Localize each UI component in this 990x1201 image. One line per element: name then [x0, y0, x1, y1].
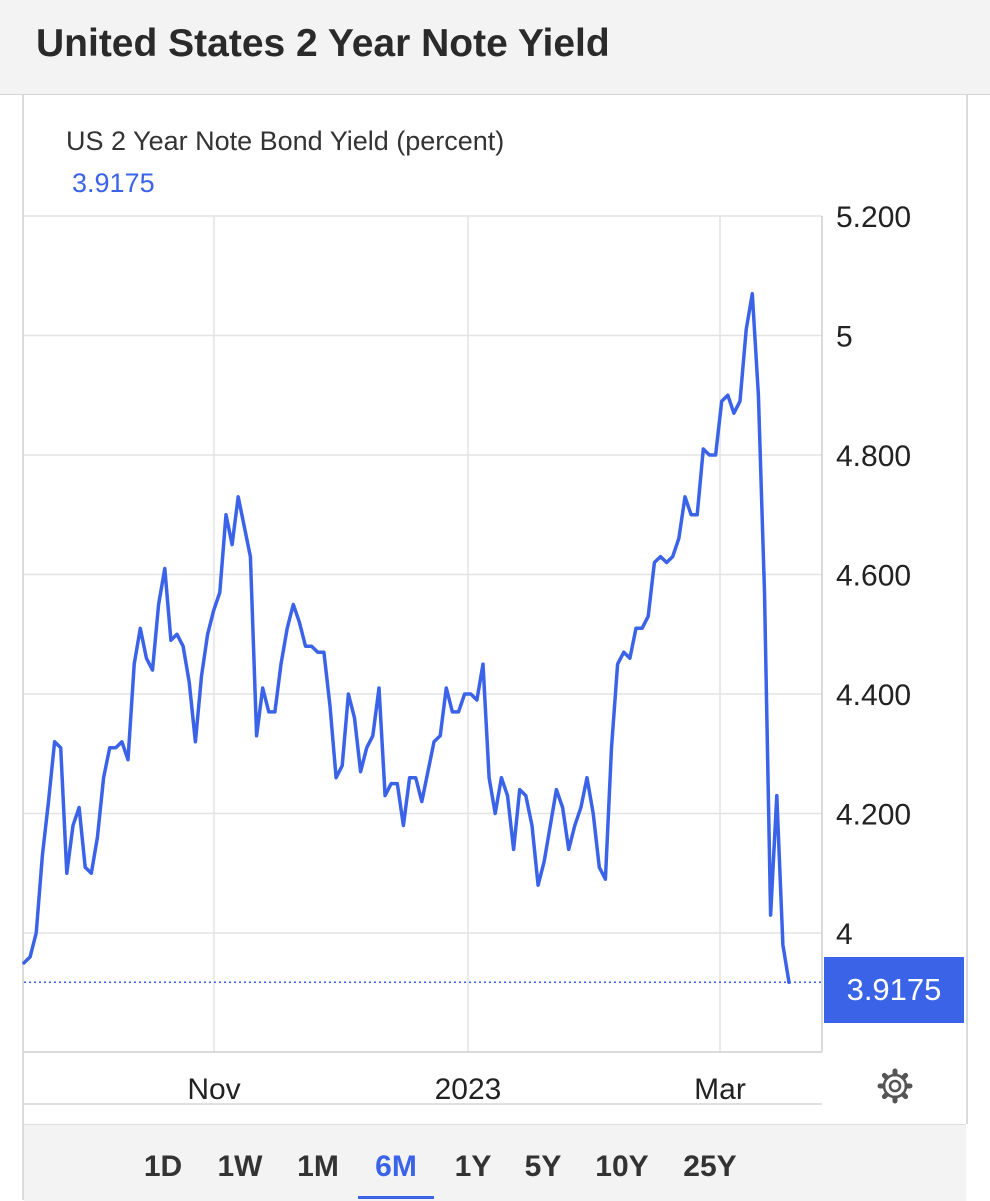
x-tick-label: 2023: [435, 1073, 502, 1106]
series-line: [22, 291, 791, 985]
range-button[interactable]: 5Y: [524, 1150, 562, 1183]
y-tick-label: 5: [836, 321, 853, 354]
y-tick-label: 5.200: [836, 201, 911, 234]
current-value-label: 3.9175: [72, 168, 155, 198]
page-header: United States 2 Year Note Yield: [0, 0, 990, 95]
y-tick-label: 4.800: [836, 440, 911, 473]
y-tick-label: 4.200: [836, 799, 911, 832]
y-tick-label: 4: [836, 918, 853, 951]
time-range-bar: [24, 1124, 966, 1201]
gear-icon: [877, 1068, 913, 1104]
y-tick-label: 4.400: [836, 679, 911, 712]
current-price-tag: 3.9175: [824, 957, 964, 1023]
range-button[interactable]: 1D: [143, 1150, 183, 1183]
right-border: [966, 94, 968, 1124]
range-button[interactable]: 1W: [217, 1150, 263, 1183]
y-tick-label: 4.600: [836, 560, 911, 593]
yield-chart: 5.200 5 4.800 4.600 4.400 4.200 4 Nov 2023 Mar: [22, 201, 911, 1106]
range-button[interactable]: 1Y: [454, 1150, 492, 1183]
range-button[interactable]: 1M: [297, 1150, 339, 1183]
page-title: United States 2 Year Note Yield: [36, 22, 610, 65]
range-button[interactable]: 10Y: [595, 1150, 649, 1183]
settings-button[interactable]: [876, 1067, 914, 1105]
range-button[interactable]: 6M: [358, 1150, 434, 1199]
x-tick-label: Nov: [187, 1073, 240, 1106]
x-tick-label: Mar: [694, 1073, 746, 1106]
left-border: [22, 94, 24, 1200]
range-button[interactable]: 25Y: [683, 1150, 737, 1183]
chart-title: US 2 Year Note Bond Yield (percent): [66, 126, 505, 156]
